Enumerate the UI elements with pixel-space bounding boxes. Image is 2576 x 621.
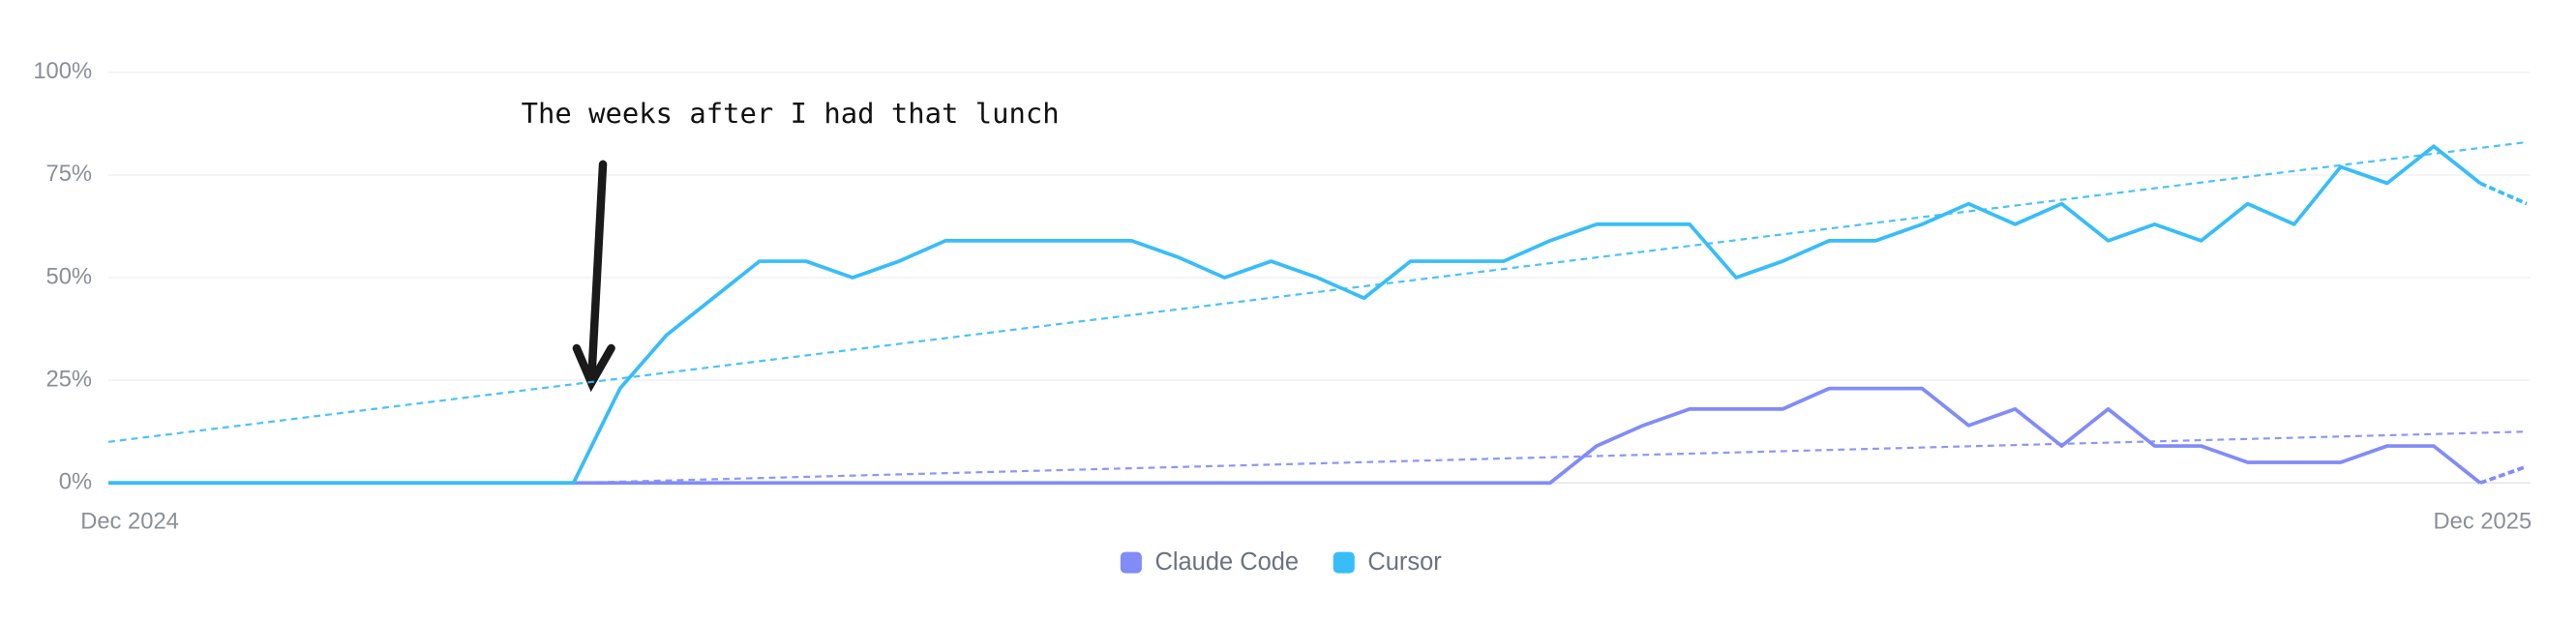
x-tick-label: Dec 2024	[80, 508, 179, 534]
y-tick-label: 0%	[59, 469, 92, 495]
annotation-arrow	[572, 160, 615, 393]
arrow-shaft	[586, 160, 608, 386]
series-line-projection	[2479, 181, 2528, 206]
series-line	[108, 386, 2482, 486]
legend-swatch	[1333, 551, 1355, 574]
legend-label: Claude Code	[1154, 548, 1299, 576]
series-line-projection	[2479, 464, 2528, 486]
y-tick-label: 25%	[46, 366, 93, 392]
x-tick-label: Dec 2025	[2433, 508, 2531, 534]
trend-line	[107, 140, 2528, 443]
legend-swatch	[1120, 551, 1142, 574]
series-line	[108, 144, 2482, 486]
annotation: The weeks after I had that lunch	[522, 97, 1060, 130]
y-tick-label: 50%	[46, 263, 93, 289]
trend-line	[573, 430, 2528, 485]
y-tick-label: 100%	[33, 58, 92, 84]
y-tick-label: 75%	[46, 161, 93, 187]
legend-label: Cursor	[1367, 548, 1442, 576]
